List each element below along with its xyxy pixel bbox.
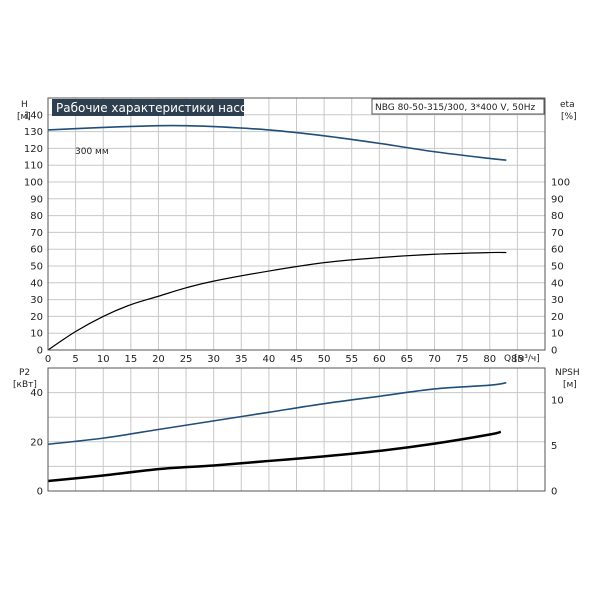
left-axis-tick-label: 20 [30, 437, 43, 448]
x-axis-tick-label: 20 [152, 354, 165, 365]
eta-axis-label: eta [560, 100, 575, 110]
q-axis-label: Q [м³/ч] [504, 354, 540, 364]
x-axis-tick-label: 75 [456, 354, 469, 365]
bottom-panel: 0 20 40 0 5 10 [30, 367, 564, 498]
right-axis-tick-label: 20 [551, 312, 564, 323]
right-axis-tick-label: 50 [551, 262, 564, 273]
right-axis-tick-label: 5 [551, 441, 557, 452]
top-plot-frame [47, 97, 546, 351]
x-axis-tick-label: 50 [318, 354, 331, 365]
top-panel: 0102030405060708090100110120130140010203… [24, 97, 570, 365]
bottom-series-line-0 [47, 381, 507, 446]
x-axis-tick-label: 15 [124, 354, 137, 365]
left-axis-tick-label: 90 [30, 194, 43, 205]
x-axis-tick-label: 5 [72, 354, 78, 365]
left-axis-tick-label: 10 [30, 329, 43, 340]
npsh-axis-label: NPSH [555, 368, 580, 378]
right-axis-tick-label: 60 [551, 245, 564, 256]
model-box [371, 98, 545, 115]
x-axis-tick-label: 70 [428, 354, 441, 365]
npsh-axis-unit: [м] [563, 380, 577, 390]
right-axis-tick-label: 0 [551, 487, 557, 498]
right-axis-tick-label: 100 [551, 178, 570, 189]
left-axis-tick-label: 40 [30, 388, 43, 399]
bottom-grid [47, 368, 545, 492]
eta-axis-unit: [%] [561, 112, 577, 122]
top-ticks: 0102030405060708090100110120130140010203… [24, 110, 570, 365]
x-axis-tick-label: 80 [483, 354, 496, 365]
bottom-ticks: 0 20 40 0 5 10 [30, 388, 563, 497]
top-series-line-0 [47, 124, 507, 161]
left-axis-tick-label: 70 [30, 228, 43, 239]
bottom-series [47, 381, 507, 483]
bottom-plot-frame [47, 367, 546, 492]
x-axis-tick-label: 85 [511, 354, 524, 365]
left-axis-tick-label: 60 [30, 245, 43, 256]
x-axis-tick-label: 55 [345, 354, 358, 365]
h-axis-unit: [м] [17, 112, 31, 122]
curve-annotation-300mm: 300 мм [75, 147, 109, 157]
right-axis-tick-label: 80 [551, 211, 564, 222]
left-axis-tick-label: 130 [24, 127, 43, 138]
left-axis-tick-label: 20 [30, 312, 43, 323]
left-axis-tick-label: 40 [30, 278, 43, 289]
x-axis-tick-label: 60 [373, 354, 386, 365]
p2-axis-label: P2 [19, 368, 30, 378]
top-series [47, 124, 507, 351]
x-axis-tick-label: 65 [401, 354, 414, 365]
left-axis-tick-label: 30 [30, 295, 43, 306]
x-axis-tick-label: 35 [235, 354, 248, 365]
right-axis-tick-label: 40 [551, 278, 564, 289]
x-axis-tick-label: 45 [290, 354, 303, 365]
left-axis-tick-label: 0 [37, 487, 43, 498]
right-axis-tick-label: 90 [551, 194, 564, 205]
title-background [52, 99, 244, 116]
right-axis-tick-label: 0 [551, 346, 557, 357]
top-series-line-1 [47, 251, 507, 351]
left-axis-tick-label: 110 [24, 161, 43, 172]
x-axis-tick-label: 30 [207, 354, 220, 365]
left-axis-tick-label: 140 [24, 110, 43, 121]
left-axis-tick-label: 0 [37, 346, 43, 357]
x-axis-tick-label: 40 [263, 354, 276, 365]
chart-title: Рабочие характеристики насоса [56, 101, 261, 115]
right-axis-tick-label: 10 [551, 329, 564, 340]
left-axis-tick-label: 50 [30, 262, 43, 273]
x-axis-tick-label: 0 [45, 354, 51, 365]
model-label: NBG 80-50-315/300, 3*400 V, 50Hz [375, 103, 535, 113]
x-axis-tick-label: 10 [97, 354, 110, 365]
bottom-series-line-1 [47, 430, 502, 483]
top-grid [47, 98, 545, 351]
x-axis-tick-label: 25 [180, 354, 193, 365]
right-axis-tick-label: 70 [551, 228, 564, 239]
left-axis-tick-label: 100 [24, 178, 43, 189]
right-axis-tick-label: 10 [551, 395, 564, 406]
right-axis-tick-label: 30 [551, 295, 564, 306]
left-axis-tick-label: 120 [24, 144, 43, 155]
h-axis-label: H [21, 100, 28, 110]
p2-axis-unit: [кВт] [13, 380, 37, 390]
left-axis-tick-label: 80 [30, 211, 43, 222]
